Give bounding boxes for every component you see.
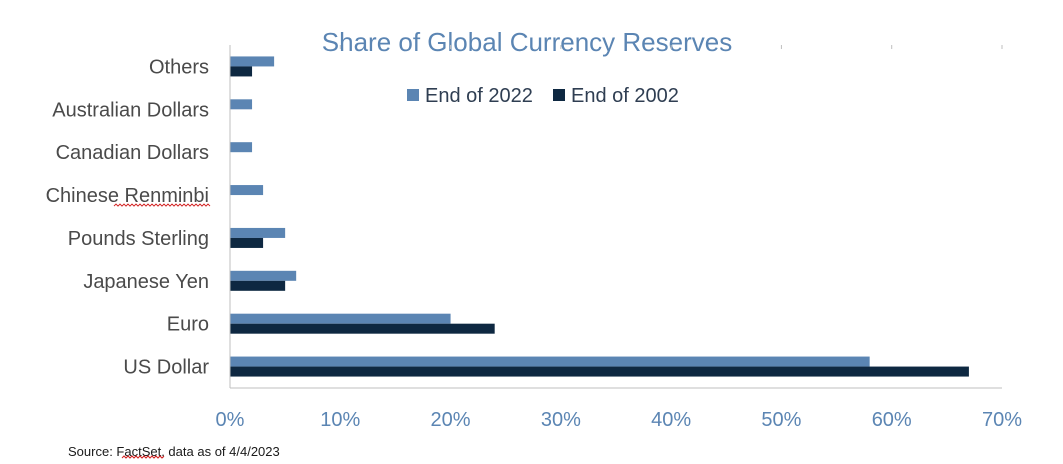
- x-tick-label: 10%: [320, 409, 360, 431]
- axes: [229, 45, 1003, 389]
- category-label-canadian-dollars: Canadian Dollars: [56, 142, 209, 164]
- bar-euro-end-of-2002: [230, 323, 495, 334]
- x-tick-label: 70%: [982, 409, 1022, 431]
- bar-euro-end-of-2022: [230, 313, 451, 324]
- x-tick-labels: 0% 10% 20% 30% 40% 50% 60% 70%: [216, 409, 1023, 431]
- bar-canadian-dollars-end-of-2022: [230, 142, 253, 153]
- category-label-euro: Euro: [167, 314, 209, 336]
- category-labels: Others Australian Dollars Canadian Dollars…: [46, 56, 211, 379]
- bar-us-dollar-end-of-2002: [230, 366, 969, 377]
- legend-label-2002: End of 2002: [571, 85, 679, 107]
- spellcheck-underline-factset: [121, 455, 165, 459]
- bar-japanese-yen-end-of-2002: [230, 280, 286, 291]
- bar-australian-dollars-end-of-2022: [230, 99, 253, 110]
- spellcheck-underline-renminbi: [113, 203, 211, 207]
- x-tick-label: 20%: [431, 409, 471, 431]
- bar-pounds-sterling-end-of-2022: [230, 227, 286, 238]
- legend-label-2022: End of 2022: [425, 85, 533, 107]
- category-label-others: Others: [149, 56, 209, 78]
- source-note: Source: FactSet, data as of 4/4/2023: [68, 444, 280, 459]
- category-label-us-dollar: US Dollar: [123, 357, 209, 379]
- category-label-australian-dollars: Australian Dollars: [52, 99, 209, 121]
- bar-others-end-of-2002: [230, 66, 253, 77]
- x-tick-label: 60%: [872, 409, 912, 431]
- x-tick-label: 40%: [651, 409, 691, 431]
- category-label-pounds-sterling: Pounds Sterling: [68, 228, 209, 250]
- chart-title: Share of Global Currency Reserves: [322, 27, 732, 57]
- bar-others-end-of-2022: [230, 56, 275, 67]
- legend-swatch-2022: [407, 89, 419, 101]
- x-tick-label: 30%: [541, 409, 581, 431]
- legend-swatch-2002: [553, 89, 565, 101]
- bars: [230, 56, 969, 377]
- x-tick-label: 50%: [761, 409, 801, 431]
- category-label-japanese-yen: Japanese Yen: [83, 271, 209, 293]
- legend: End of 2022 End of 2002: [407, 85, 679, 107]
- x-tick-label: 0%: [216, 409, 245, 431]
- bar-pounds-sterling-end-of-2002: [230, 237, 264, 248]
- category-label-chinese-renminbi: Chinese Renminbi: [46, 185, 209, 207]
- bar-us-dollar-end-of-2022: [230, 356, 870, 367]
- bar-chinese-renminbi-end-of-2022: [230, 185, 264, 196]
- bar-japanese-yen-end-of-2022: [230, 270, 297, 281]
